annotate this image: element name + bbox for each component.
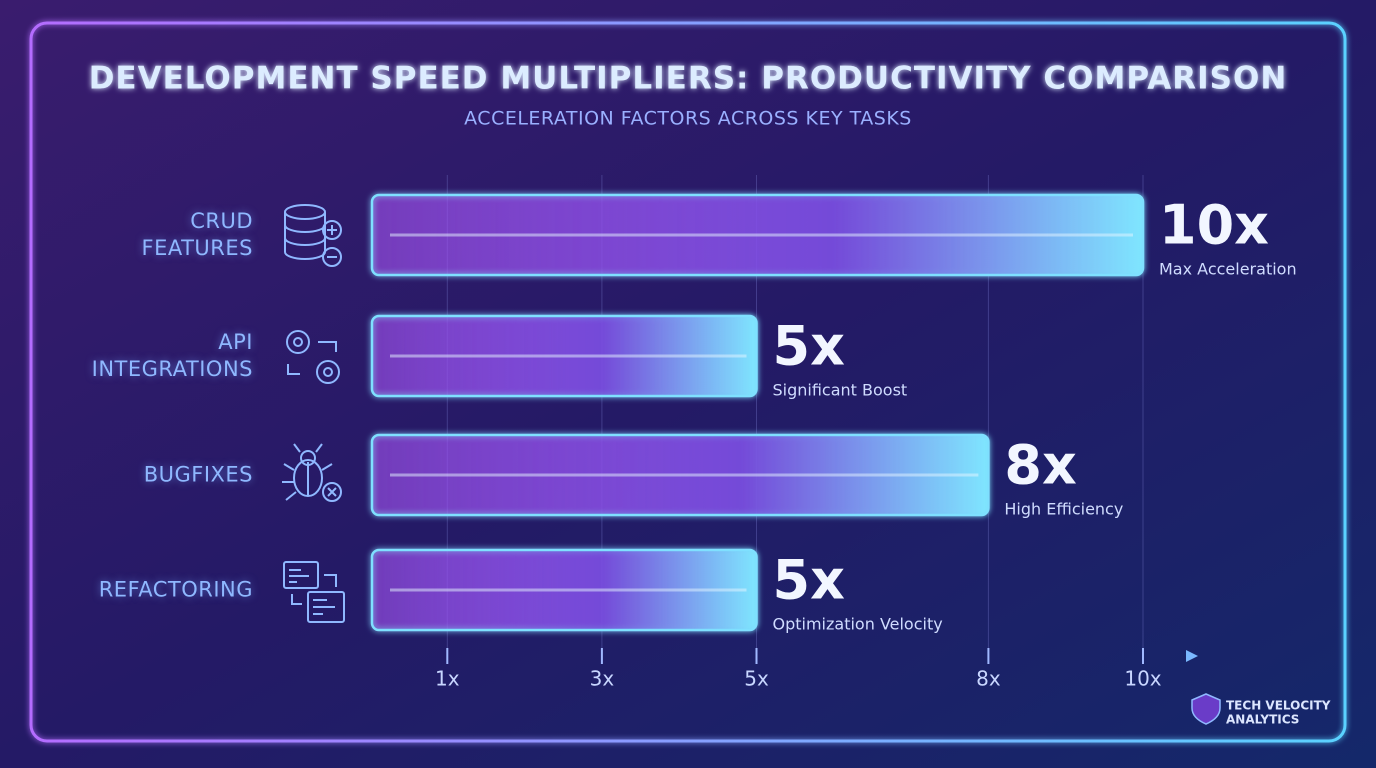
value-label: 10x — [1159, 194, 1269, 257]
chart-subtitle: ACCELERATION FACTORS ACROSS KEY TASKS — [464, 108, 912, 130]
chart-title: DEVELOPMENT SPEED MULTIPLIERS: PRODUCTIV… — [89, 61, 1288, 97]
value-label: 5x — [773, 549, 846, 612]
category-label: CRUD FEATURES — [141, 209, 253, 260]
x-tick-label: 8x — [976, 667, 1001, 691]
bar-annotation: High Efficiency — [1004, 500, 1123, 519]
x-tick-label: 3x — [590, 667, 615, 691]
x-tick-label: 10x — [1124, 667, 1161, 691]
value-label: 5x — [773, 315, 846, 378]
axis-arrow — [1186, 650, 1198, 662]
category-label: BUGFIXES — [143, 462, 253, 487]
frame — [29, 21, 1347, 743]
category-label: REFACTORING — [98, 577, 253, 602]
x-tick-label: 5x — [744, 667, 769, 691]
database-icon — [284, 204, 342, 267]
category-label: API INTEGRATIONS — [91, 330, 253, 381]
bar-annotation: Significant Boost — [773, 381, 908, 400]
bug-icon — [282, 443, 342, 502]
icons — [282, 204, 345, 623]
brand-text: TECH VELOCITY — [1226, 699, 1331, 713]
code-icon — [283, 561, 345, 623]
brand-logo — [1191, 693, 1221, 725]
gears-icon — [286, 330, 340, 384]
bar-annotation: Max Acceleration — [1159, 260, 1297, 279]
value-label: 8x — [1004, 434, 1077, 497]
x-tick-label: 1x — [435, 667, 460, 691]
brand-text: ANALYTICS — [1226, 713, 1299, 727]
bar-annotation: Optimization Velocity — [773, 615, 943, 634]
